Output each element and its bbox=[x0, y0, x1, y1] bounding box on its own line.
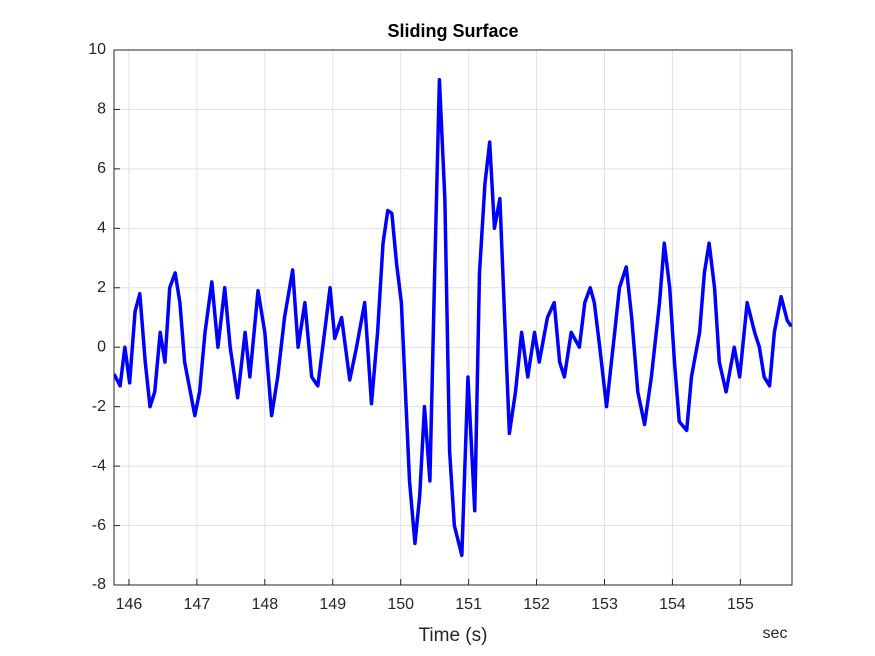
plot-lines bbox=[114, 77, 792, 558]
x-tick-label: 149 bbox=[319, 596, 346, 613]
axes-box bbox=[113, 49, 793, 586]
x-tick-label: 150 bbox=[387, 596, 414, 613]
x-unit-label: sec bbox=[763, 625, 788, 642]
data-line bbox=[114, 77, 792, 558]
y-tick-label: -2 bbox=[92, 398, 106, 415]
y-tick-label: 8 bbox=[97, 101, 106, 118]
y-tick-label: 0 bbox=[97, 338, 106, 355]
x-tick-label: 153 bbox=[591, 596, 618, 613]
y-tick-label: -8 bbox=[92, 576, 106, 593]
x-tick-label: 151 bbox=[455, 596, 482, 613]
x-tick-label: 148 bbox=[251, 596, 278, 613]
x-tick-label: 152 bbox=[523, 596, 550, 613]
y-tick-label: 6 bbox=[97, 160, 106, 177]
chart-title: Sliding Surface bbox=[387, 21, 518, 41]
x-tick-label: 146 bbox=[116, 596, 143, 613]
x-tick-label: 147 bbox=[184, 596, 211, 613]
y-tick-label: -4 bbox=[92, 457, 106, 474]
x-tick-label: 154 bbox=[659, 596, 686, 613]
x-tick-label: 155 bbox=[727, 596, 754, 613]
y-tick-label: 4 bbox=[97, 220, 106, 237]
x-axis-label: Time (s) bbox=[419, 625, 488, 646]
y-tick-label: 10 bbox=[88, 41, 106, 58]
y-tick-label: 2 bbox=[97, 279, 106, 296]
y-tick-label: -6 bbox=[92, 517, 106, 534]
